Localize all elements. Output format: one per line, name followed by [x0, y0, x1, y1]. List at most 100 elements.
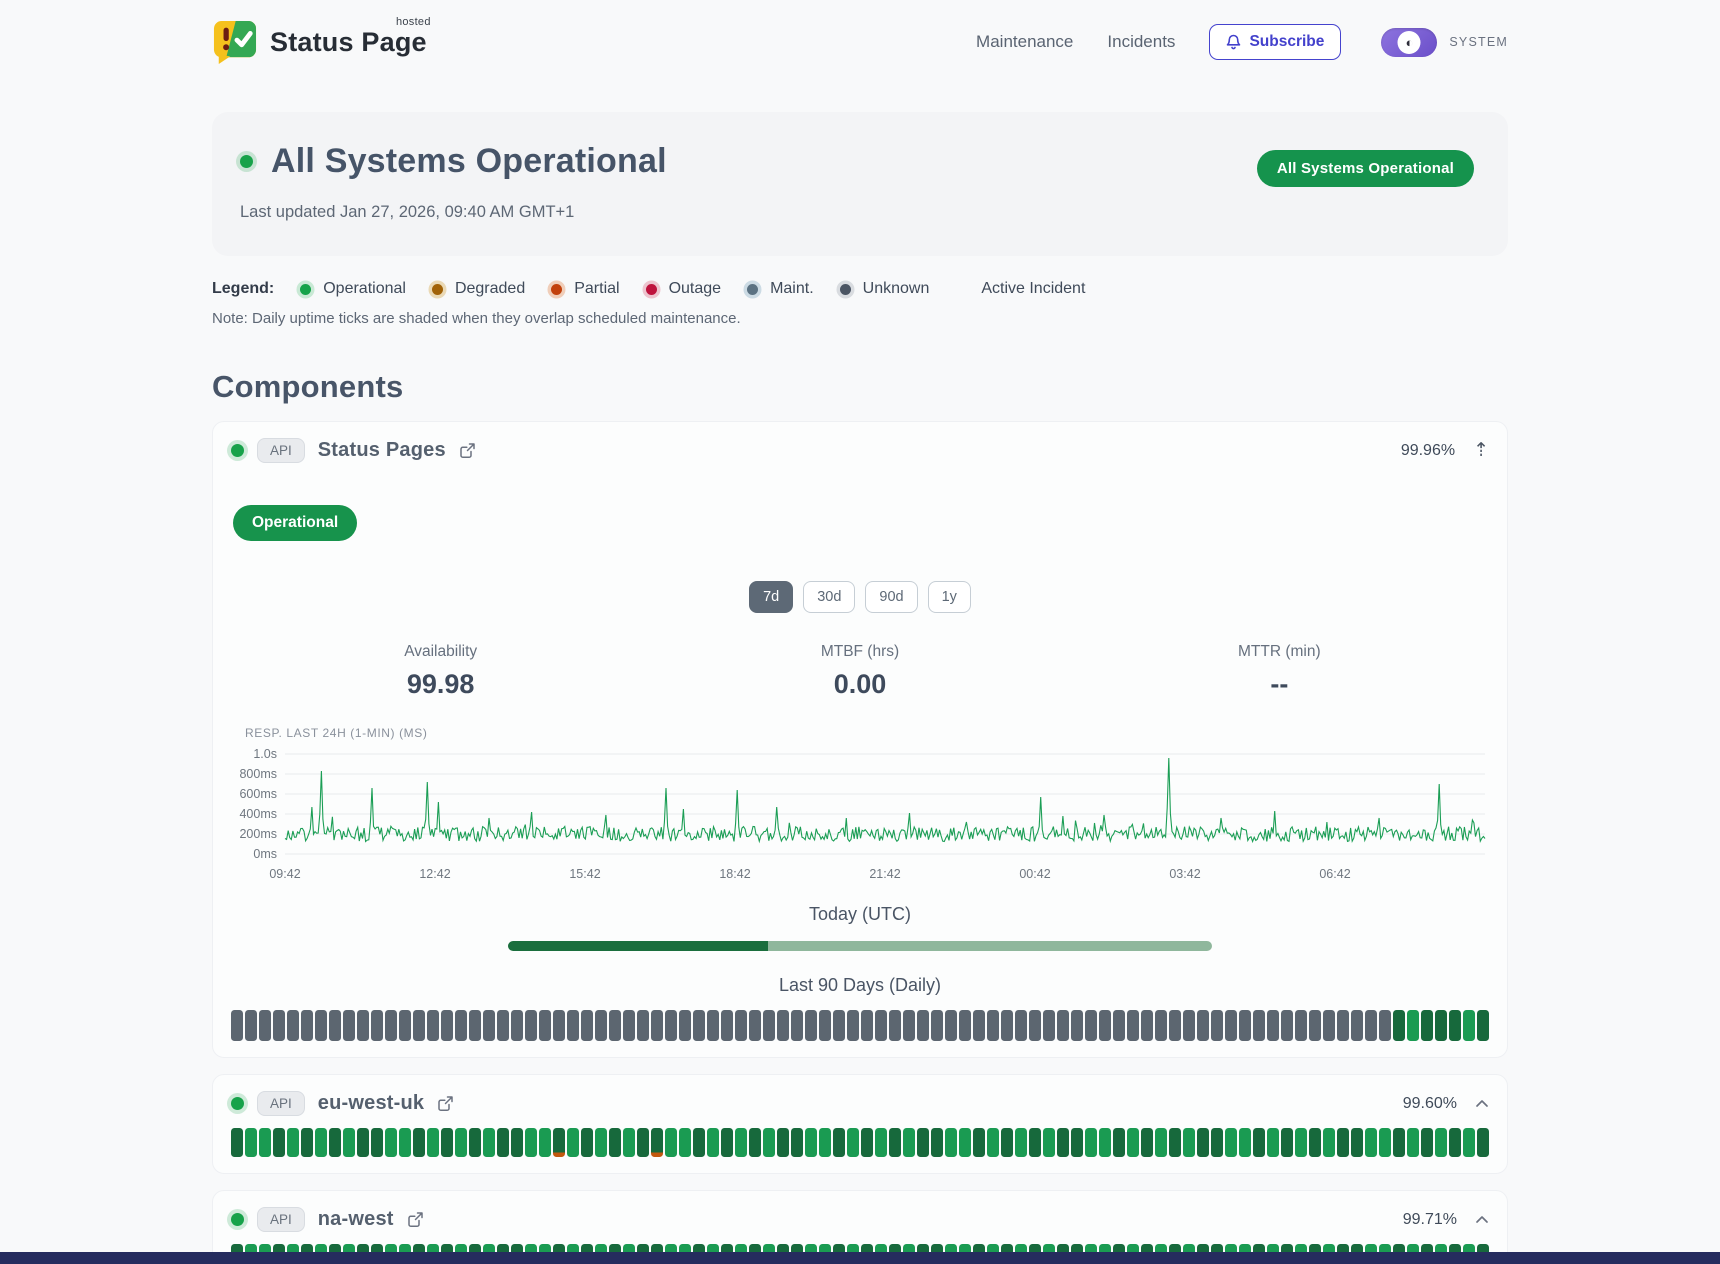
uptime-day-tick[interactable]: [1099, 1128, 1111, 1157]
uptime-day-tick[interactable]: [273, 1128, 285, 1157]
uptime-day-tick[interactable]: [287, 1128, 299, 1157]
uptime-day-tick[interactable]: [455, 1128, 467, 1157]
uptime-day-tick[interactable]: [1379, 1010, 1391, 1041]
uptime-day-tick[interactable]: [245, 1010, 257, 1041]
uptime-day-tick[interactable]: [1113, 1010, 1125, 1041]
uptime-day-tick[interactable]: [441, 1010, 453, 1041]
expand-chevron-icon[interactable]: [1475, 1215, 1489, 1224]
uptime-day-tick[interactable]: [749, 1128, 761, 1157]
brand-logo[interactable]: Status Page hosted: [212, 16, 430, 64]
uptime-day-tick[interactable]: [371, 1128, 383, 1157]
range-button-90d[interactable]: 90d: [865, 581, 918, 613]
uptime-day-tick[interactable]: [343, 1010, 355, 1041]
uptime-day-tick[interactable]: [399, 1010, 411, 1041]
uptime-day-tick[interactable]: [735, 1128, 747, 1157]
uptime-day-tick[interactable]: [1015, 1010, 1027, 1041]
uptime-day-tick[interactable]: [1281, 1010, 1293, 1041]
uptime-day-tick[interactable]: [805, 1128, 817, 1157]
uptime-day-tick[interactable]: [483, 1128, 495, 1157]
uptime-day-tick[interactable]: [343, 1128, 355, 1157]
uptime-day-tick[interactable]: [1225, 1128, 1237, 1157]
uptime-day-tick[interactable]: [1435, 1128, 1447, 1157]
uptime-day-tick[interactable]: [833, 1128, 845, 1157]
uptime-day-tick[interactable]: [1477, 1128, 1489, 1157]
uptime-day-tick[interactable]: [1155, 1010, 1167, 1041]
theme-toggle[interactable]: ◐: [1381, 27, 1438, 57]
uptime-day-tick[interactable]: [385, 1010, 397, 1041]
uptime-day-tick[interactable]: [637, 1128, 649, 1157]
uptime-day-tick[interactable]: [511, 1010, 523, 1041]
uptime-day-tick[interactable]: [1085, 1010, 1097, 1041]
uptime-day-tick[interactable]: [301, 1128, 313, 1157]
uptime-day-tick[interactable]: [455, 1010, 467, 1041]
uptime-day-tick[interactable]: [1043, 1128, 1055, 1157]
uptime-day-tick[interactable]: [931, 1128, 943, 1157]
uptime-day-tick[interactable]: [1239, 1128, 1251, 1157]
uptime-day-tick[interactable]: [1309, 1128, 1321, 1157]
uptime-day-tick[interactable]: [693, 1010, 705, 1041]
uptime-day-tick[interactable]: [1351, 1010, 1363, 1041]
uptime-day-tick[interactable]: [1253, 1010, 1265, 1041]
uptime-day-tick[interactable]: [1463, 1010, 1475, 1041]
uptime-day-tick[interactable]: [1477, 1010, 1489, 1041]
uptime-day-tick[interactable]: [1015, 1128, 1027, 1157]
uptime-day-tick[interactable]: [595, 1128, 607, 1157]
external-link-icon[interactable]: [407, 1211, 424, 1228]
range-button-30d[interactable]: 30d: [803, 581, 856, 613]
uptime-day-tick[interactable]: [945, 1010, 957, 1041]
uptime-day-tick[interactable]: [1407, 1128, 1419, 1157]
uptime-day-tick[interactable]: [1295, 1128, 1307, 1157]
uptime-day-tick[interactable]: [861, 1128, 873, 1157]
uptime-day-tick[interactable]: [1141, 1128, 1153, 1157]
uptime-day-tick[interactable]: [1449, 1128, 1461, 1157]
uptime-day-tick[interactable]: [1253, 1128, 1265, 1157]
uptime-day-tick[interactable]: [1323, 1010, 1335, 1041]
uptime-day-tick[interactable]: [651, 1010, 663, 1041]
uptime-day-tick[interactable]: [539, 1010, 551, 1041]
uptime-day-tick[interactable]: [1407, 1010, 1419, 1041]
uptime-day-tick[interactable]: [1141, 1010, 1153, 1041]
uptime-day-tick[interactable]: [637, 1010, 649, 1041]
uptime-day-tick[interactable]: [469, 1128, 481, 1157]
uptime-day-tick[interactable]: [1155, 1128, 1167, 1157]
uptime-day-tick[interactable]: [427, 1128, 439, 1157]
uptime-day-tick[interactable]: [357, 1010, 369, 1041]
today-progress-bar[interactable]: [507, 941, 1213, 951]
uptime-day-tick[interactable]: [385, 1128, 397, 1157]
uptime-day-tick[interactable]: [567, 1128, 579, 1157]
uptime-day-tick[interactable]: [847, 1128, 859, 1157]
uptime-day-tick[interactable]: [1197, 1010, 1209, 1041]
uptime-day-tick[interactable]: [679, 1010, 691, 1041]
nav-incidents[interactable]: Incidents: [1107, 32, 1176, 51]
uptime-day-tick[interactable]: [987, 1128, 999, 1157]
uptime-day-tick[interactable]: [1449, 1010, 1461, 1041]
uptime-day-tick[interactable]: [1127, 1128, 1139, 1157]
uptime-day-tick[interactable]: [483, 1010, 495, 1041]
uptime-day-tick[interactable]: [721, 1010, 733, 1041]
uptime-day-tick[interactable]: [287, 1010, 299, 1041]
uptime-day-tick[interactable]: [1379, 1128, 1391, 1157]
uptime-day-tick[interactable]: [315, 1010, 327, 1041]
uptime-day-tick[interactable]: [833, 1010, 845, 1041]
uptime-day-tick[interactable]: [1365, 1010, 1377, 1041]
uptime-day-tick[interactable]: [679, 1128, 691, 1157]
uptime-day-tick[interactable]: [1337, 1128, 1349, 1157]
uptime-day-tick[interactable]: [819, 1010, 831, 1041]
uptime-day-tick[interactable]: [609, 1010, 621, 1041]
uptime-day-tick[interactable]: [777, 1010, 789, 1041]
uptime-day-tick[interactable]: [273, 1010, 285, 1041]
uptime-day-tick[interactable]: [595, 1010, 607, 1041]
uptime-day-tick[interactable]: [791, 1128, 803, 1157]
uptime-day-tick[interactable]: [1421, 1128, 1433, 1157]
uptime-day-tick[interactable]: [1099, 1010, 1111, 1041]
uptime-day-tick[interactable]: [1281, 1128, 1293, 1157]
uptime-day-tick[interactable]: [441, 1128, 453, 1157]
uptime-day-tick[interactable]: [1211, 1010, 1223, 1041]
uptime-day-tick[interactable]: [1393, 1128, 1405, 1157]
uptime-day-tick[interactable]: [1295, 1010, 1307, 1041]
uptime-day-tick[interactable]: [889, 1010, 901, 1041]
uptime-day-tick[interactable]: [567, 1010, 579, 1041]
uptime-day-tick[interactable]: [1169, 1128, 1181, 1157]
uptime-day-tick[interactable]: [931, 1010, 943, 1041]
range-button-7d[interactable]: 7d: [749, 581, 794, 613]
